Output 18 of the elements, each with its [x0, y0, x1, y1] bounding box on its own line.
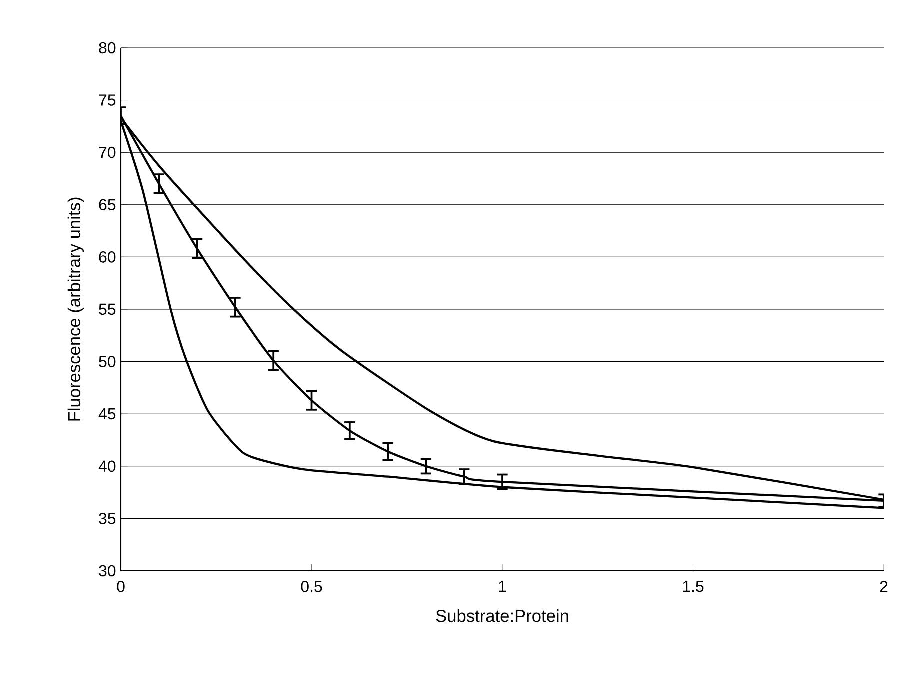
y-tick-label: 60 — [99, 252, 116, 263]
y-tick-label: 55 — [99, 304, 116, 316]
y-tick-label: 65 — [99, 199, 116, 211]
x-tick-label: 1.5 — [683, 581, 704, 592]
y-tick-label: 70 — [99, 146, 116, 158]
y-tick-label: 75 — [99, 94, 116, 106]
x-tick-label: 0 — [117, 581, 125, 592]
y-tick-label: 30 — [99, 565, 116, 577]
x-axis-title: Substrate:Protein — [436, 610, 568, 622]
y-axis-title: Fluorescence (arbitrary units) — [68, 198, 84, 421]
y-tick-label: 50 — [99, 356, 116, 368]
y-tick-label: 40 — [98, 460, 116, 472]
y-tick-label: 80 — [99, 42, 116, 54]
y-tick-label: 35 — [99, 513, 116, 524]
x-tick-label: 0.5 — [301, 581, 322, 592]
x-tick-label: 2 — [880, 581, 888, 592]
y-tick-label: 45 — [98, 408, 116, 420]
x-tick-label: 1 — [499, 581, 506, 592]
